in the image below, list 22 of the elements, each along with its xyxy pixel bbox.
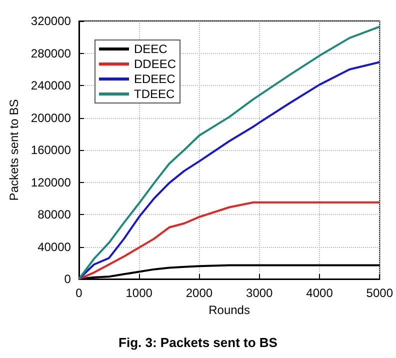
y-tick-label: 80000 xyxy=(38,208,72,222)
x-tick-label: 1000 xyxy=(126,286,153,300)
y-tick-label: 200000 xyxy=(30,110,72,125)
y-tick-label: 240000 xyxy=(30,78,72,92)
x-tick-label: 2000 xyxy=(186,286,213,300)
y-tick-label: 320000 xyxy=(30,14,72,28)
y-tick-label: 160000 xyxy=(30,143,72,157)
y-tick-label: 40000 xyxy=(38,240,72,254)
x-tick-label: 3000 xyxy=(246,286,274,300)
legend-label: TDEEC xyxy=(134,87,176,101)
legend-label: DDEEC xyxy=(134,57,176,71)
y-tick-label: 120000 xyxy=(30,175,72,190)
y-tick-label: 0 xyxy=(64,272,72,286)
legend-label: DEEC xyxy=(134,42,168,56)
legend-label: EDEEC xyxy=(134,72,176,86)
x-tick-label: 5000 xyxy=(366,286,394,300)
y-axis-title: Packets sent to BS xyxy=(7,99,21,201)
x-axis-title: Rounds xyxy=(208,302,250,317)
y-tick-label: 280000 xyxy=(30,46,72,60)
x-tick-label: 0 xyxy=(76,286,83,300)
text: Fig. 3: Packets sent to BS xyxy=(118,335,278,350)
x-tick-label: 4000 xyxy=(306,286,334,300)
